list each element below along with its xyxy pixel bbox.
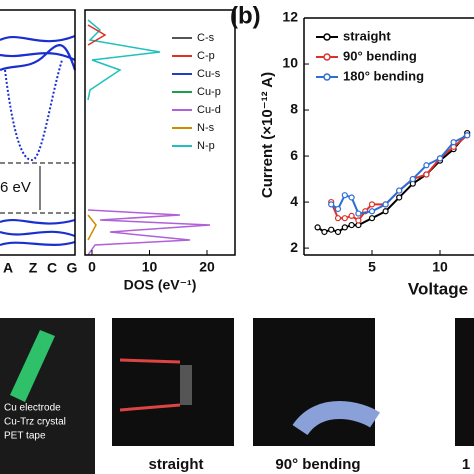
- data-point: [348, 221, 355, 229]
- photo-glove: [292, 401, 380, 436]
- dos-curve: [87, 24, 107, 46]
- x-axis-label: Voltage: [408, 279, 468, 298]
- data-point: [368, 208, 376, 215]
- data-point: [348, 212, 355, 219]
- data-point: [334, 205, 342, 213]
- photo-caption: 1: [462, 456, 470, 473]
- data-point: [355, 217, 362, 224]
- photo-device: [180, 365, 192, 405]
- dos-frame: [84, 9, 236, 256]
- legend-label: Cu-p: [197, 86, 221, 98]
- band-panel: 6 eV A Z C G: [0, 9, 78, 276]
- y-tick-label: 6: [290, 147, 298, 163]
- y-tick-label: 4: [290, 193, 298, 209]
- legend-label: 180° bending: [343, 68, 424, 83]
- data-point: [368, 215, 376, 222]
- photo-label: PET tape: [4, 431, 46, 442]
- legend-label: 90° bending: [343, 48, 417, 63]
- data-point: [328, 226, 335, 233]
- legend-label: N-p: [197, 140, 215, 152]
- data-point: [464, 132, 471, 139]
- photo-label: Cu electrode: [4, 403, 61, 414]
- data-point: [382, 208, 389, 215]
- data-point: [348, 194, 355, 201]
- photo-wire: [119, 358, 181, 412]
- band-frame: [0, 9, 76, 256]
- data-point: [450, 139, 457, 146]
- data-point: [341, 224, 348, 231]
- legend-label: C-p: [197, 50, 215, 62]
- photo-caption: 90° bending: [275, 456, 360, 473]
- y-tick-label: 10: [282, 55, 298, 71]
- y-tick-label: 2: [290, 239, 298, 255]
- data-point: [436, 155, 444, 162]
- band-line: [0, 218, 76, 247]
- photo: [455, 318, 474, 446]
- legend-label: Cu-d: [197, 104, 221, 116]
- x-tick-label: 5: [368, 259, 376, 275]
- dos-tick-label: 10: [142, 259, 158, 275]
- kpoint-label: C: [47, 260, 57, 276]
- dos-curve: [87, 214, 97, 241]
- legend-marker: [323, 33, 331, 41]
- data-point: [341, 215, 348, 222]
- dos-tick-label: 0: [88, 259, 96, 275]
- data-point: [355, 210, 362, 217]
- photo-caption: straight: [148, 456, 203, 473]
- data-point: [423, 162, 430, 169]
- series-line: [330, 134, 468, 215]
- photos: Cu electrode Cu-Trz crystal PET tape str…: [0, 318, 474, 474]
- legend-marker: [323, 53, 331, 61]
- photo-device: [10, 330, 55, 402]
- data-point: [423, 171, 430, 178]
- y-axis-label: Current (×10⁻¹² A): [259, 72, 276, 198]
- kpoint-label: Z: [29, 260, 38, 276]
- dos-tick-label: 20: [199, 259, 215, 275]
- legend-label: N-s: [197, 122, 215, 134]
- photo: [112, 318, 234, 446]
- band-line: [0, 34, 77, 72]
- legend-label: straight: [343, 28, 391, 43]
- panel-label: (b): [230, 2, 261, 29]
- legend-marker: [323, 73, 331, 81]
- data-point: [341, 192, 348, 199]
- y-tick-label: 8: [290, 101, 298, 117]
- data-point: [321, 228, 328, 236]
- data-point: [314, 224, 321, 231]
- photo-label: Cu-Trz crystal: [4, 417, 66, 428]
- x-tick-label: 10: [432, 259, 448, 275]
- iv-chart: Current (×10⁻¹² A) Voltage 2 4 6 8 10 12 5 10 st…: [259, 9, 474, 298]
- dos-panel: DOS (eV⁻¹): [84, 9, 236, 293]
- dos-curve: [87, 209, 211, 256]
- data-point: [328, 201, 335, 208]
- kpoint-label: A: [3, 260, 13, 276]
- data-point: [396, 194, 403, 201]
- series-line: [330, 134, 468, 222]
- data-point: [334, 228, 342, 236]
- kpoint-label: G: [67, 260, 78, 276]
- legend-label: C-s: [197, 32, 215, 44]
- y-tick-label: 12: [282, 9, 298, 25]
- legend-label: Cu-s: [197, 68, 221, 80]
- gap-label: 6 eV: [0, 179, 31, 196]
- data-point: [334, 215, 342, 222]
- data-point: [409, 175, 416, 183]
- data-point: [396, 187, 403, 194]
- data-point: [382, 201, 389, 208]
- band-line: [4, 59, 63, 162]
- data-point: [368, 201, 376, 208]
- dos-x-label: DOS (eV⁻¹): [124, 277, 197, 293]
